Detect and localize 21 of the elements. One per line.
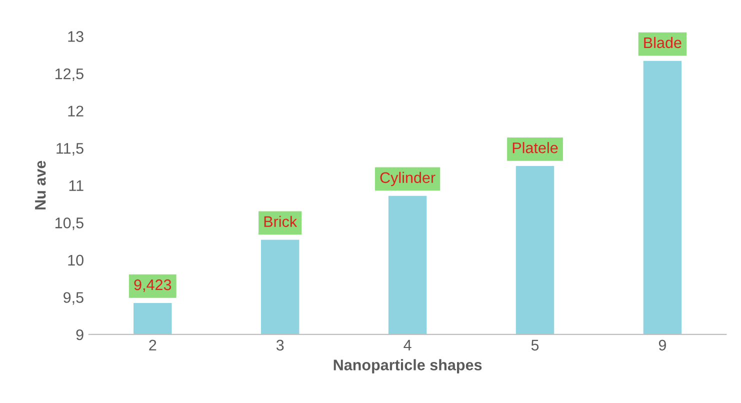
annotation: Cylinder	[380, 172, 436, 186]
annotation: Blade	[644, 36, 682, 48]
x-tick-label: 3	[276, 340, 284, 351]
y-tick-label: 12	[68, 106, 84, 116]
x-tick-label: 4	[404, 340, 412, 350]
y-tick-label: 9	[76, 329, 84, 340]
y-tick-label: 13	[68, 31, 84, 42]
x-tick-label: 2	[149, 340, 156, 350]
annotation: Platele	[512, 142, 558, 154]
y-tick-label: 10,5	[55, 218, 84, 230]
x-tick-label: 5	[531, 340, 539, 351]
y-tick-label: 11	[69, 180, 84, 191]
y-tick-label: 10	[68, 254, 84, 266]
y-tick-label: 9,5	[64, 292, 84, 305]
annotation: Brick	[264, 216, 298, 228]
x-tick-label: 9	[658, 340, 666, 351]
x-axis-title: Nanoparticle shapes	[334, 359, 482, 374]
y-tick-label: 11,5	[56, 143, 84, 156]
annotation: 9,423	[134, 279, 172, 292]
y-tick-label: 12,5	[55, 68, 84, 82]
y-axis-title: Nu ave	[35, 160, 46, 210]
